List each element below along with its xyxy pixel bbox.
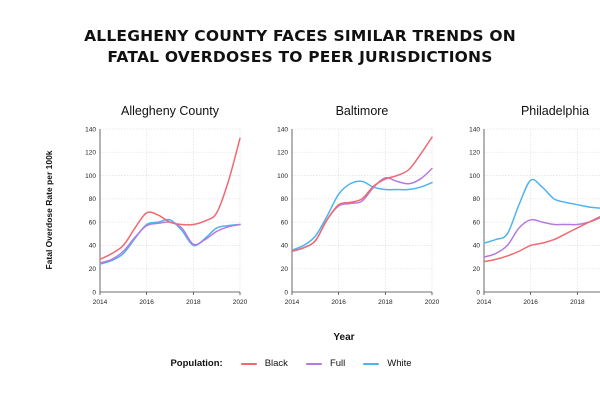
x-tick-label: 2014 <box>285 299 300 306</box>
y-tick-label: 60 <box>281 219 289 226</box>
y-tick-label: 0 <box>476 289 480 296</box>
legend-swatch-white <box>363 362 380 365</box>
x-tick-label: 2014 <box>93 299 108 306</box>
series-line-full <box>483 216 600 258</box>
y-tick-label: 40 <box>281 243 289 250</box>
panel-baltimore: Baltimore 0 20 40 60 80 100 120 140 2014 2016 2018 2… <box>277 104 439 306</box>
x-tick-label: 2018 <box>186 299 201 306</box>
y-tick-label: 20 <box>281 266 289 273</box>
panel-title-baltimore: Baltimore <box>336 104 389 118</box>
series-line-black <box>291 136 433 252</box>
x-tick-label: 2020 <box>425 299 440 306</box>
legend-label-white: White <box>387 358 412 369</box>
y-tick-label: 120 <box>469 150 480 157</box>
legend: Population: Black Full White <box>0 358 600 369</box>
legend-item-black: Black <box>240 358 288 369</box>
y-tick-label: 80 <box>473 196 481 203</box>
y-tick-label: 100 <box>469 173 480 180</box>
chart-title-line-2: FATAL OVERDOSES TO PEER JURISDICTIONS <box>107 48 493 66</box>
y-tick-label: 80 <box>89 196 97 203</box>
y-tick-label: 120 <box>85 150 96 157</box>
series-line-black <box>99 137 241 261</box>
legend-label-full: Full <box>329 358 346 369</box>
legend-item-full: Full <box>305 358 346 369</box>
y-tick-label: 60 <box>89 219 97 226</box>
chart-title-line-1: ALLEGHENY COUNTY FACES SIMILAR TRENDS ON <box>84 27 516 45</box>
y-tick-label: 20 <box>473 266 481 273</box>
panel-title-allegheny-county: Allegheny County <box>121 104 220 118</box>
legend-item-white: White <box>363 358 412 369</box>
legend-swatch-black <box>240 362 257 365</box>
series-line-black <box>483 215 600 263</box>
series-line-full <box>99 221 241 264</box>
x-tick-label: 2016 <box>523 299 538 306</box>
legend-label-black: Black <box>264 358 288 369</box>
panel-philadelphia: Philadelphia 0 20 40 60 80 100 120 140 2014 2016 20… <box>469 104 600 306</box>
y-tick-label: 80 <box>281 196 289 203</box>
y-tick-label: 140 <box>469 126 480 133</box>
x-axis-label: Year <box>333 332 354 343</box>
legend-swatch-full <box>305 362 322 365</box>
panel-title-philadelphia: Philadelphia <box>521 104 589 118</box>
series-line-white <box>291 180 433 251</box>
y-tick-label: 100 <box>85 173 96 180</box>
y-axis-label: Fatal Overdose Rate per 100k <box>44 150 54 269</box>
y-tick-label: 40 <box>473 243 481 250</box>
panel-allegheny-county: Allegheny County 0 20 40 60 80 100 120 140 2014 20… <box>85 104 247 306</box>
y-tick-label: 140 <box>85 126 96 133</box>
series-line-white <box>483 178 600 244</box>
chart-title: ALLEGHENY COUNTY FACES SIMILAR TRENDS ON… <box>0 26 600 68</box>
x-tick-label: 2016 <box>331 299 346 306</box>
x-tick-label: 2018 <box>570 299 585 306</box>
x-tick-label: 2018 <box>378 299 393 306</box>
y-tick-label: 120 <box>277 150 288 157</box>
y-tick-label: 0 <box>284 289 288 296</box>
y-tick-label: 40 <box>89 243 97 250</box>
y-tick-label: 0 <box>92 289 96 296</box>
legend-title: Population: <box>170 358 223 369</box>
series-line-white <box>99 218 241 265</box>
y-tick-label: 140 <box>277 126 288 133</box>
y-tick-label: 20 <box>89 266 97 273</box>
y-tick-label: 60 <box>473 219 481 226</box>
x-tick-label: 2016 <box>139 299 154 306</box>
x-tick-label: 2014 <box>477 299 492 306</box>
y-tick-label: 100 <box>277 173 288 180</box>
x-tick-label: 2020 <box>233 299 248 306</box>
